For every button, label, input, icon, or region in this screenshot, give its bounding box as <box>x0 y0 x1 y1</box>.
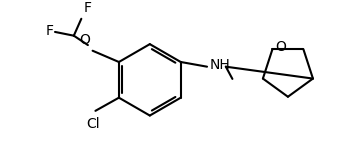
Text: O: O <box>80 33 90 47</box>
Text: O: O <box>275 40 286 54</box>
Text: F: F <box>45 24 53 38</box>
Text: F: F <box>83 1 91 15</box>
Text: NH: NH <box>210 58 231 72</box>
Text: Cl: Cl <box>87 117 100 131</box>
